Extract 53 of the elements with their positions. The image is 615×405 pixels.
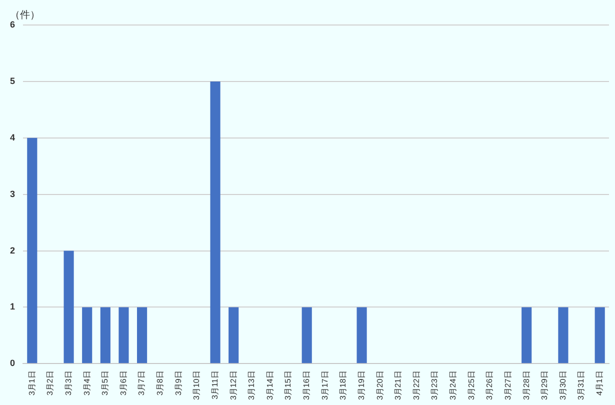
x-tick-label: 3月7日 — [137, 370, 146, 396]
x-tick-label: 3月29日 — [540, 370, 550, 400]
y-axis-title: （件） — [10, 9, 40, 21]
x-tick-label: 3月11日 — [210, 370, 220, 400]
x-tick-label: 3月31日 — [576, 370, 586, 400]
bar — [594, 307, 605, 364]
x-tick-label: 3月26日 — [485, 370, 494, 400]
y-tick-label: 5 — [10, 76, 16, 86]
x-tick-label: 3月10日 — [192, 370, 202, 400]
x-tick-label: 3月6日 — [118, 370, 128, 396]
x-tick-label: 3月18日 — [338, 370, 348, 400]
bar — [228, 307, 239, 364]
bar — [100, 307, 110, 364]
x-tick-label: 3月22日 — [412, 370, 421, 400]
x-tick-label: 3月4日 — [82, 370, 92, 396]
bar — [210, 81, 220, 364]
bar — [522, 307, 532, 364]
x-tick-label: 3月16日 — [302, 370, 312, 400]
bar — [82, 307, 92, 364]
x-tick-label: 3月19日 — [356, 370, 366, 400]
y-tick-label: 0 — [10, 358, 16, 368]
x-tick-label: 3月5日 — [100, 370, 110, 396]
x-tick-label: 3月24日 — [448, 370, 458, 400]
x-tick-label: 3月15日 — [284, 370, 293, 400]
x-tick-label: 3月20日 — [375, 370, 384, 400]
x-tick-label: 3月9日 — [174, 370, 183, 396]
y-tick-label: 2 — [10, 245, 16, 256]
bar — [64, 250, 74, 364]
x-tick-label: 3月28日 — [522, 370, 531, 400]
x-tick-label: 4月1日 — [595, 370, 604, 396]
bar — [356, 307, 367, 364]
y-tick-label: 6 — [10, 19, 16, 30]
x-tick-label: 3月12日 — [228, 370, 238, 400]
y-tick-label: 4 — [10, 132, 16, 142]
x-tick-label: 3月13日 — [247, 370, 256, 400]
x-tick-label: 3月30日 — [558, 370, 568, 400]
bar — [137, 307, 148, 364]
x-tick-label: 3月21日 — [394, 370, 403, 400]
bar — [302, 307, 312, 364]
bar — [118, 307, 129, 364]
y-tick-label: 1 — [10, 302, 16, 312]
x-tick-label: 3月27日 — [503, 370, 512, 400]
x-tick-label: 3月14日 — [265, 370, 274, 400]
x-tick-label: 3月17日 — [320, 370, 330, 400]
x-tick-label: 3月25日 — [466, 370, 476, 400]
y-tick-label: 3 — [10, 188, 16, 199]
x-tick-label: 3月3日 — [64, 370, 73, 396]
bar — [558, 307, 568, 364]
x-tick-label: 3月2日 — [46, 370, 55, 396]
bar — [27, 138, 38, 364]
x-tick-label: 3月23日 — [430, 370, 440, 400]
x-tick-label: 3月1日 — [27, 370, 36, 396]
x-tick-label: 3月8日 — [156, 370, 165, 396]
